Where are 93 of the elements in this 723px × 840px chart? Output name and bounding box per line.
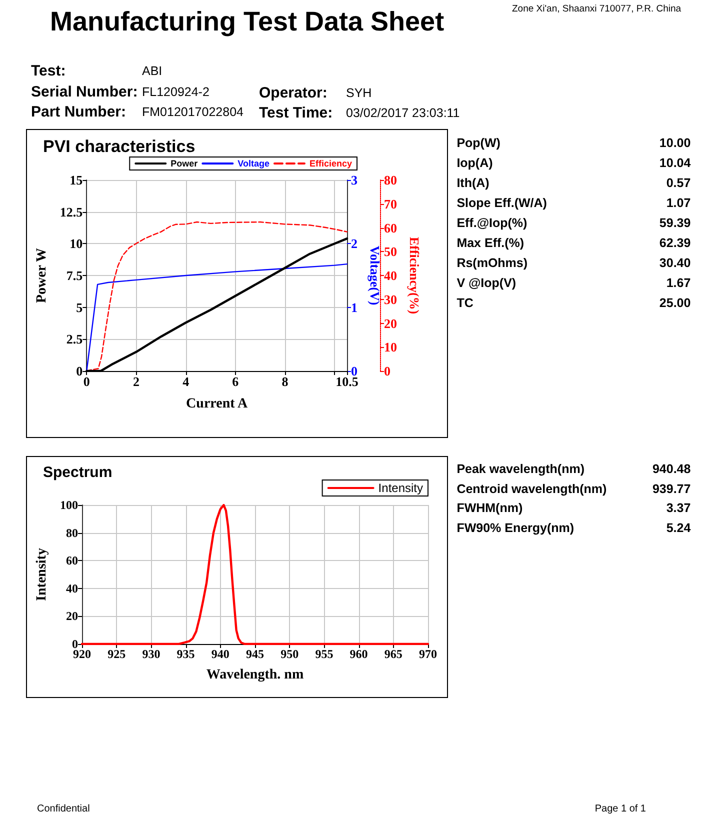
text: 03/02/2017 23:03:11	[346, 106, 460, 120]
text: Centroid wavelength(nm)	[456, 482, 607, 496]
text: Peak wavelength(nm)	[456, 462, 585, 476]
y-tick-label: 10	[70, 236, 83, 252]
legend-label: Power	[170, 158, 198, 168]
y3-tick-label: 80	[384, 172, 397, 188]
text: 25.00	[659, 296, 691, 310]
text: Eff.@Iop(%)	[456, 216, 528, 230]
text: FM012017022804	[142, 104, 244, 120]
text: Rs(mOhms)	[456, 256, 528, 270]
x-tick-label: 950	[280, 647, 299, 661]
text: Ith(A)	[456, 176, 490, 190]
legend-label: Efficiency	[309, 158, 352, 168]
text: 0.57	[666, 176, 691, 190]
text: 1.67	[666, 276, 691, 290]
x-tick-label: 6	[232, 374, 240, 389]
legend-label: Intensity	[378, 481, 424, 495]
y3-tick-label: 70	[384, 196, 397, 212]
text: 3.37	[666, 501, 691, 516]
y-tick-label: 40	[66, 581, 78, 596]
text: FWHM(nm)	[456, 501, 523, 516]
x-tick-label: 935	[176, 647, 195, 661]
text: 30.40	[659, 256, 691, 270]
y-tick-label: 0	[76, 364, 83, 378]
text: Confidential	[37, 803, 90, 815]
text: 10.04	[659, 156, 691, 170]
x-tick-label: 960	[350, 647, 368, 661]
chart-title: Spectrum	[43, 464, 112, 481]
x-tick-label: 940	[211, 647, 230, 661]
y-tick-label: 100	[60, 498, 78, 512]
text: FW90% Energy(nm)	[456, 520, 574, 536]
text: Serial Number:	[31, 83, 138, 101]
text: 62.39	[659, 236, 691, 250]
text: 59.39	[659, 216, 691, 230]
y-axis-title: Power W	[34, 248, 50, 304]
y-tick-label: 7.5	[66, 268, 84, 283]
y2-tick-label: 1	[351, 300, 358, 315]
text: Part Number:	[31, 103, 126, 121]
y3-tick-label: 20	[384, 316, 397, 331]
text: Max Eff.(%)	[456, 236, 524, 250]
text: 940.48	[652, 462, 691, 476]
x-tick-label: 925	[108, 647, 126, 661]
y3-tick-label: 40	[384, 268, 397, 283]
x-tick-label: 965	[384, 647, 402, 661]
y3-tick-label: 10	[384, 340, 397, 355]
y-tick-label: 15	[70, 172, 84, 188]
text: Page 1 of 1	[594, 803, 646, 815]
text: Operator:	[259, 84, 328, 102]
x-tick-label: 955	[315, 647, 334, 661]
x-tick-label: 945	[246, 647, 264, 661]
x-axis-title: Current A	[186, 396, 248, 412]
text: Zone Xi'an, Shaanxi 710077, P.R. China	[512, 4, 682, 16]
x-tick-label: 970	[419, 647, 437, 661]
y3-tick-label: 0	[384, 364, 390, 378]
line-series	[80, 504, 430, 646]
text: Iop(A)	[456, 156, 493, 170]
y3-axis-title: Efficiency(%)	[406, 236, 422, 314]
line-series	[86, 263, 348, 372]
x-tick-label: 4	[182, 374, 190, 389]
text: FL120924-2	[142, 84, 210, 100]
text: TC	[456, 296, 474, 310]
y2-tick-label: 2	[351, 236, 358, 252]
y2-axis-title: Voltage(V)	[367, 246, 382, 306]
text: Test:	[31, 62, 66, 80]
y-tick-label: 2.5	[66, 332, 84, 347]
x-tick-label: 930	[142, 647, 160, 661]
y3-tick-label: 30	[384, 292, 397, 307]
y3-tick-label: 50	[384, 244, 397, 260]
text: 10.00	[659, 136, 691, 150]
x-tick-label: 2	[132, 374, 140, 389]
text: Test Time:	[259, 104, 333, 122]
y-tick-label: 20	[66, 609, 78, 624]
y-axis-title: Intensity	[34, 548, 50, 601]
text: SYH	[346, 86, 372, 100]
text: Manufacturing Test Data Sheet	[50, 6, 444, 38]
y3-tick-label: 60	[384, 220, 397, 236]
y-tick-label: 5	[76, 300, 84, 315]
text: Pop(W)	[456, 136, 500, 150]
chart-title: PVI characteristics	[43, 137, 196, 156]
text: 5.24	[666, 520, 691, 536]
text: ABI	[142, 64, 162, 78]
y-tick-label: 60	[66, 554, 78, 568]
y-tick-label: 80	[66, 526, 78, 540]
text: V @Iop(V)	[456, 276, 516, 290]
text: 1.07	[666, 196, 691, 210]
y2-tick-label: 0	[351, 364, 358, 378]
text: Slope Eff.(W/A)	[456, 196, 547, 210]
y2-tick-label: 3	[351, 172, 358, 188]
x-axis-title: Wavelength. nm	[206, 668, 304, 682]
x-tick-label: 8	[282, 374, 289, 389]
legend-label: Voltage	[238, 158, 270, 168]
y-tick-label: 12.5	[60, 204, 84, 220]
text: 939.77	[652, 482, 691, 496]
